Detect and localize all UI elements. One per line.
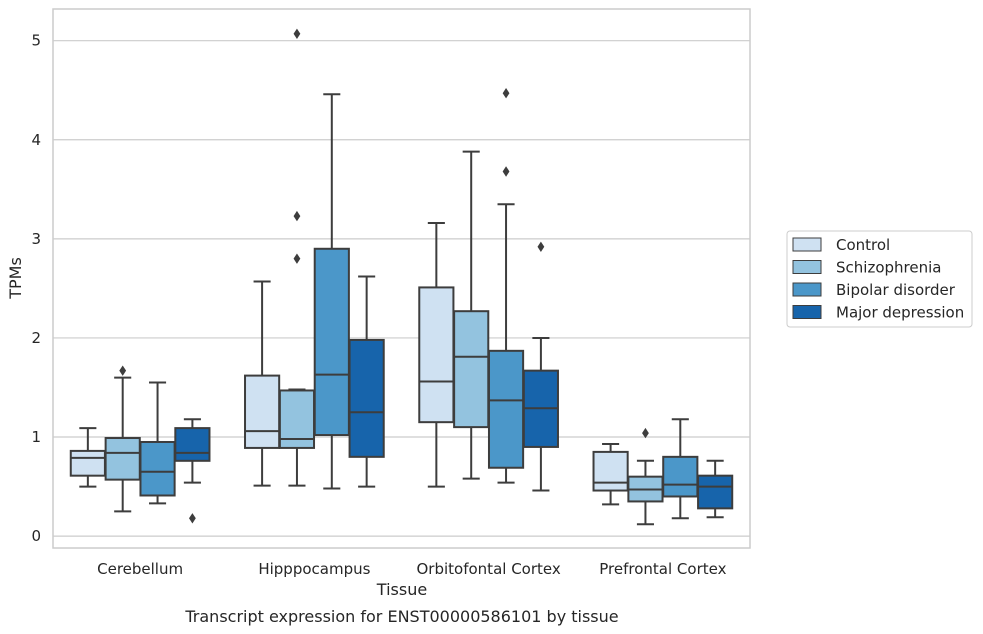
- x-axis-title: Tissue: [376, 580, 427, 599]
- box-iqr: [174, 427, 211, 462]
- legend-label: Major depression: [836, 304, 964, 322]
- legend-label: Control: [836, 236, 890, 254]
- y-tick-label: 4: [31, 131, 41, 149]
- x-tick-label: Orbitofontal Cortex: [417, 560, 561, 578]
- box-iqr: [592, 450, 629, 492]
- box-schizophrenia-2: [453, 150, 490, 480]
- box-iqr: [69, 449, 106, 477]
- box-iqr: [697, 474, 734, 510]
- box-iqr: [244, 374, 281, 449]
- outlier-point: [502, 88, 510, 99]
- box-schizophrenia-3: [627, 427, 664, 526]
- y-tick-label: 0: [31, 527, 41, 545]
- y-tick-label: 5: [31, 32, 41, 50]
- x-tick-label: Hipppocampus: [258, 560, 370, 578]
- legend: Control Schizophrenia Bipolar disorder Majo…: [786, 230, 973, 328]
- gridlines: [53, 40, 750, 537]
- box-bipolar-disorder-3: [662, 418, 699, 520]
- outlier-point: [537, 241, 545, 252]
- y-axis-title: TPMs: [6, 257, 25, 300]
- box-iqr: [139, 440, 176, 497]
- box-major-depression-0: [174, 418, 211, 524]
- outlier-point: [189, 513, 196, 524]
- boxplots: [69, 28, 734, 526]
- box-bipolar-disorder-2: [487, 88, 525, 484]
- box-major-depression-3: [697, 459, 734, 519]
- legend-swatch: [792, 305, 822, 319]
- box-schizophrenia-1: [278, 28, 316, 487]
- outlier-point: [293, 210, 301, 222]
- box-major-depression-2: [522, 241, 559, 492]
- outlier-point: [119, 365, 127, 376]
- box-control-0: [69, 427, 106, 488]
- box-iqr: [662, 455, 699, 498]
- legend-label: Schizophrenia: [836, 259, 941, 277]
- legend-swatch: [792, 237, 822, 252]
- legend-swatch: [792, 282, 822, 297]
- box-iqr: [348, 338, 385, 458]
- box-iqr: [104, 437, 141, 481]
- outlier-point: [293, 253, 301, 264]
- box-control-1: [244, 280, 281, 487]
- legend-swatch: [792, 260, 822, 274]
- box-bipolar-disorder-0: [139, 381, 176, 505]
- outlier-point: [642, 427, 649, 439]
- y-tick-label: 1: [31, 428, 41, 446]
- box-iqr: [453, 310, 490, 429]
- y-axis: 0 1 2 3 4 5: [31, 32, 41, 545]
- x-tick-label: Cerebellum: [97, 560, 183, 578]
- y-tick-label: 3: [31, 230, 41, 248]
- outlier-point: [502, 166, 510, 177]
- chart-caption: Transcript expression for ENST0000058610…: [184, 607, 618, 626]
- y-tick-label: 2: [31, 329, 41, 347]
- box-schizophrenia-0: [104, 365, 141, 513]
- box-control-2: [418, 222, 455, 488]
- outlier-point: [293, 28, 301, 39]
- box-iqr: [313, 247, 350, 437]
- box-iqr: [487, 349, 525, 469]
- box-iqr: [418, 286, 455, 424]
- x-tick-label: Prefrontal Cortex: [599, 560, 726, 578]
- box-major-depression-1: [348, 275, 385, 488]
- x-axis: Cerebellum Hipppocampus Orbitofontal Corte…: [97, 560, 726, 578]
- box-bipolar-disorder-1: [313, 93, 350, 490]
- legend-frame: [786, 230, 973, 328]
- legend-label: Bipolar disorder: [836, 281, 956, 299]
- box-control-3: [592, 442, 629, 506]
